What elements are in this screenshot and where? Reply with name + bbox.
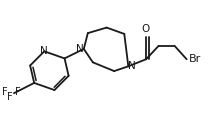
- Text: N: N: [76, 44, 84, 54]
- Text: N: N: [41, 45, 48, 56]
- Text: O: O: [142, 24, 150, 34]
- Text: N: N: [128, 61, 136, 71]
- Text: F: F: [15, 87, 21, 97]
- Text: F: F: [2, 87, 8, 97]
- Text: Br: Br: [189, 54, 201, 64]
- Text: F: F: [7, 92, 12, 102]
